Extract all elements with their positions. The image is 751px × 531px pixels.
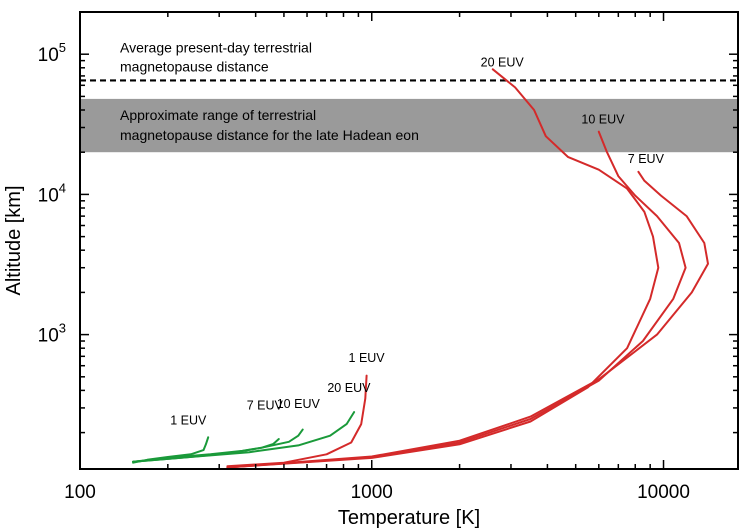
- series-label-3: 20 EUV: [327, 381, 371, 395]
- y-axis-title: Altitude [km]: [3, 185, 25, 295]
- series-line-7: [226, 68, 660, 469]
- band-label-line: Approximate range of terrestrial: [120, 107, 316, 123]
- shaded-band-layer: Approximate range of terrestrial magnetop…: [80, 98, 738, 153]
- series-label-1: 7 EUV: [247, 399, 284, 413]
- x-axis-title: Temperature [K]: [338, 507, 480, 529]
- series-label-5: 7 EUV: [628, 152, 665, 166]
- x-tick-label: 1000: [351, 482, 393, 503]
- y-tick-label: 105: [38, 40, 66, 66]
- series-layer: [132, 68, 709, 469]
- y-tick-label: 103: [38, 321, 66, 347]
- series-label-6: 10 EUV: [581, 113, 625, 127]
- series-line-2: [132, 428, 304, 463]
- x-tick-label: 100: [64, 482, 96, 503]
- series-label-7: 20 EUV: [481, 55, 525, 69]
- series-line-6: [226, 130, 687, 469]
- x-tick-label: 10000: [637, 482, 690, 503]
- series-label-2: 10 EUV: [277, 397, 321, 411]
- series-label-4: 1 EUV: [349, 351, 386, 365]
- axes-layer: 100 1000 10000 103 104 105 Temperature [K] Alti…: [3, 11, 739, 529]
- plot-frame: [79, 11, 739, 470]
- reference-line-layer: Average present-day terrestrial magnetopa…: [80, 39, 738, 82]
- band-label-line: magnetopause distance for the late Hadea…: [120, 127, 419, 143]
- reference-label-line: magnetopause distance: [120, 58, 269, 74]
- y-tick-label: 104: [38, 180, 66, 206]
- reference-label-line: Average present-day terrestrial: [120, 39, 312, 55]
- series-line-3: [132, 411, 356, 463]
- series-line-5: [226, 170, 709, 469]
- magnetopause-range-band: [80, 98, 738, 153]
- series-label-0: 1 EUV: [170, 414, 207, 428]
